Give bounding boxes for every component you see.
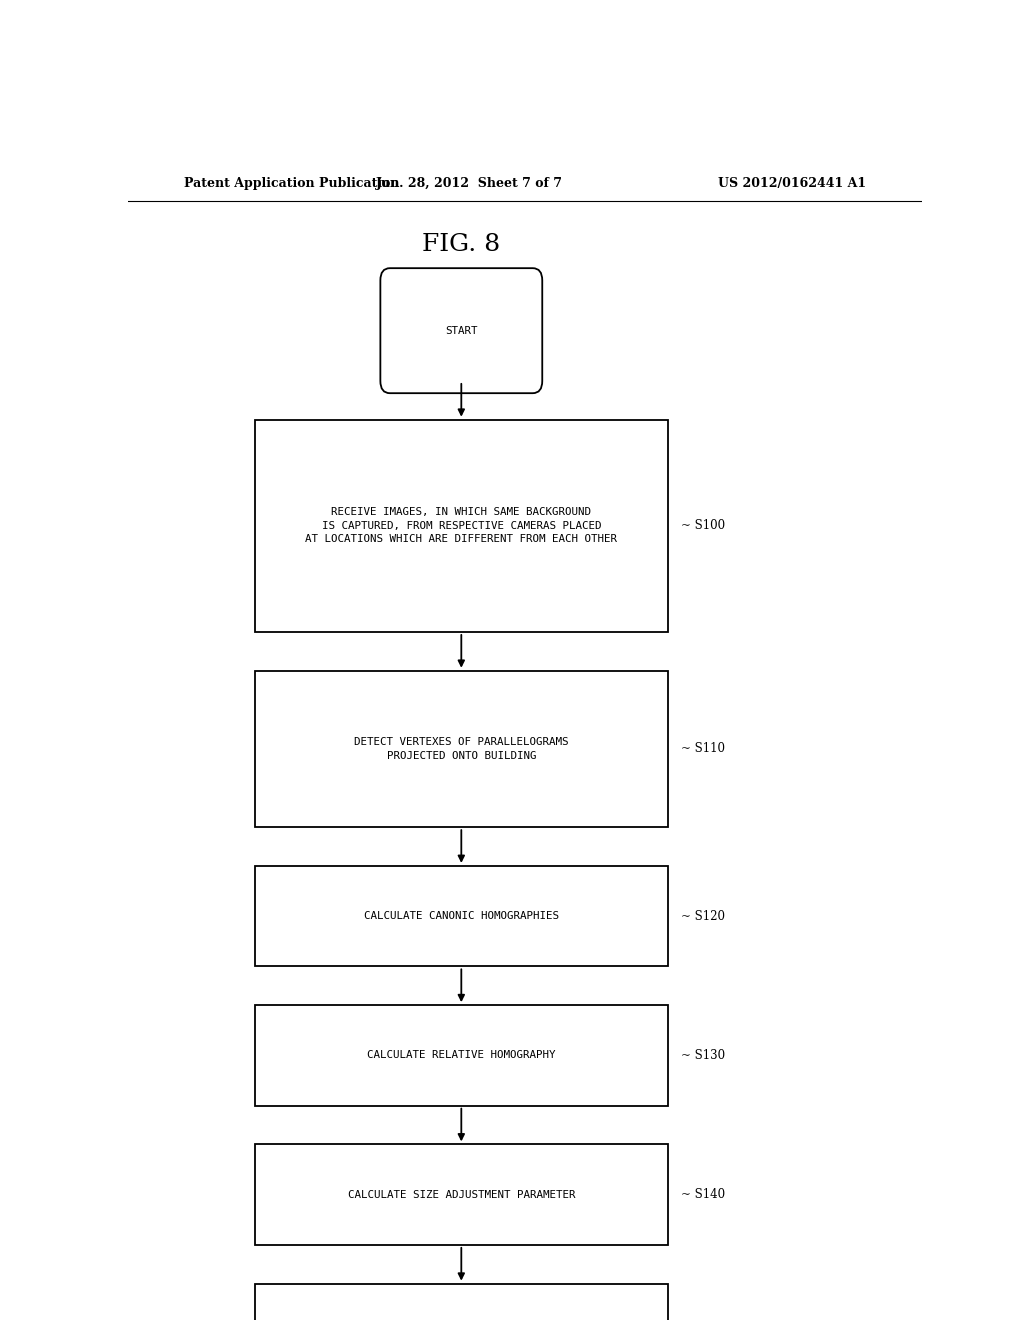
Text: Patent Application Publication: Patent Application Publication (183, 177, 399, 190)
Text: ~ S120: ~ S120 (681, 909, 725, 923)
Text: ~ S100: ~ S100 (681, 519, 725, 532)
FancyBboxPatch shape (380, 268, 543, 393)
Text: Jun. 28, 2012  Sheet 7 of 7: Jun. 28, 2012 Sheet 7 of 7 (376, 177, 563, 190)
Text: START: START (445, 326, 477, 335)
Bar (255, 671, 668, 828)
Bar (255, 1144, 668, 1245)
Text: CALCULATE RELATIVE HOMOGRAPHY: CALCULATE RELATIVE HOMOGRAPHY (367, 1051, 556, 1060)
Text: ~ S140: ~ S140 (681, 1188, 725, 1201)
Text: CALCULATE CANONIC HOMOGRAPHIES: CALCULATE CANONIC HOMOGRAPHIES (364, 911, 559, 921)
Bar (255, 1283, 668, 1320)
Text: DETECT VERTEXES OF PARALLELOGRAMS
PROJECTED ONTO BUILDING: DETECT VERTEXES OF PARALLELOGRAMS PROJEC… (354, 737, 568, 760)
Bar (255, 420, 668, 632)
Bar (255, 1005, 668, 1106)
Text: ~ S130: ~ S130 (681, 1049, 725, 1061)
Text: ~ S110: ~ S110 (681, 742, 725, 755)
Text: US 2012/0162441 A1: US 2012/0162441 A1 (718, 177, 866, 190)
Text: RECEIVE IMAGES, IN WHICH SAME BACKGROUND
IS CAPTURED, FROM RESPECTIVE CAMERAS PL: RECEIVE IMAGES, IN WHICH SAME BACKGROUND… (305, 507, 617, 544)
Text: FIG. 8: FIG. 8 (422, 234, 501, 256)
Text: CALCULATE SIZE ADJUSTMENT PARAMETER: CALCULATE SIZE ADJUSTMENT PARAMETER (347, 1189, 575, 1200)
Bar (255, 866, 668, 966)
